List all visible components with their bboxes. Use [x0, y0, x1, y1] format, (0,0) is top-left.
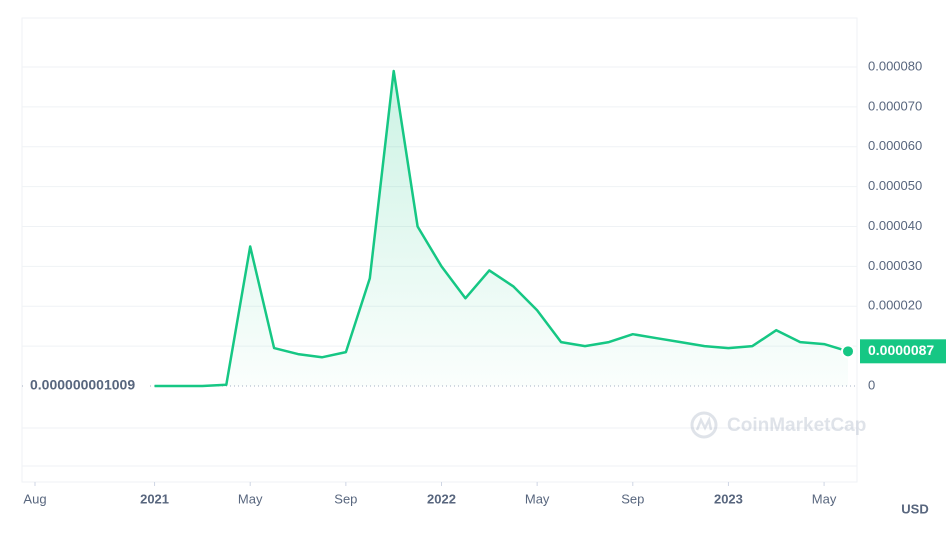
area-fill	[154, 71, 848, 386]
value-label-box	[860, 339, 946, 364]
value-label: 0.000000001009	[30, 377, 135, 393]
watermark-text: CoinMarketCap	[727, 415, 866, 436]
plot-frame	[21, 17, 858, 483]
value-label-bg	[24, 375, 148, 396]
watermark: CoinMarketCap	[690, 411, 866, 439]
currency-label: USD	[901, 501, 928, 516]
y-tick-label: 0.000030	[868, 258, 922, 273]
x-tick-label: 2023	[714, 491, 743, 506]
x-tick-label: May	[812, 491, 837, 506]
x-tick-label: 2022	[427, 491, 456, 506]
x-tick-label: Sep	[334, 491, 357, 506]
x-tick-label: Sep	[621, 491, 644, 506]
value-label: 0.0000087	[868, 342, 934, 358]
y-tick-label: 0.000020	[868, 298, 922, 313]
end-dot	[841, 344, 855, 359]
x-tick-label: 2021	[140, 491, 169, 506]
y-tick-label: 0.000060	[868, 138, 922, 153]
y-tick-label: 0.000050	[868, 178, 922, 193]
y-tick-label: 0	[868, 377, 875, 392]
x-tick-label: May	[238, 491, 263, 506]
x-tick-label: May	[525, 491, 550, 506]
y-tick-label: 0.000080	[868, 58, 922, 73]
y-tick-label: 0.000040	[868, 218, 922, 233]
y-tick-label: 0.000070	[868, 98, 922, 113]
x-tick-label: Aug	[23, 491, 46, 506]
price-line	[154, 69, 849, 388]
